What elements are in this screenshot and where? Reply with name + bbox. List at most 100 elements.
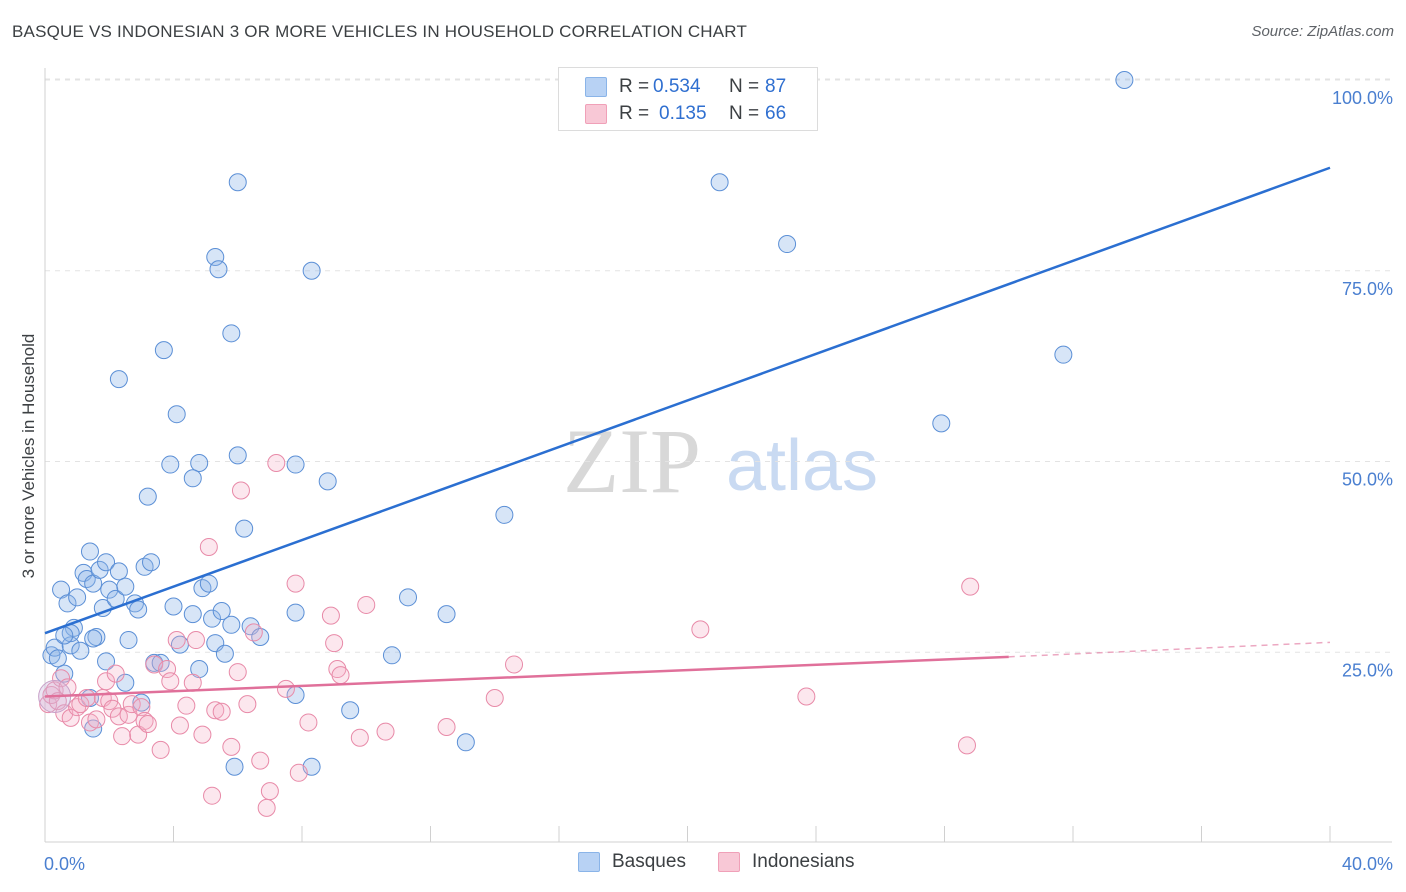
indonesians-point <box>187 632 204 649</box>
indonesians-point <box>268 455 285 472</box>
indonesians-point <box>194 726 211 743</box>
legend-item-indonesians[interactable]: Indonesians <box>718 851 854 873</box>
watermark-zip: ZIP <box>563 410 701 512</box>
y-tick-label: 25.0% <box>1342 660 1393 680</box>
basques-point <box>933 415 950 432</box>
legend-n-label: N = <box>729 103 765 125</box>
legend-label-indonesians: Indonesians <box>752 851 854 873</box>
basques-point <box>223 325 240 342</box>
indonesians-point <box>258 799 275 816</box>
basques-point <box>438 606 455 623</box>
indonesians-point <box>107 665 124 682</box>
basques-point <box>457 734 474 751</box>
indonesians-point <box>692 621 709 638</box>
series-legend: Basques Indonesians <box>0 851 1406 877</box>
basques-point <box>117 578 134 595</box>
indonesians-point <box>152 741 169 758</box>
indonesians-point <box>213 703 230 720</box>
legend-item-basques[interactable]: Basques <box>578 851 686 873</box>
indonesians-point <box>358 596 375 613</box>
stats-legend: R = 0.534 N = 87 R = 0.135 N = 66 <box>558 67 818 131</box>
indonesians-point <box>958 737 975 754</box>
gridlines <box>45 79 1392 652</box>
basques-point <box>130 601 147 618</box>
indonesians-point <box>139 715 156 732</box>
indonesians-point <box>232 482 249 499</box>
basques-point <box>69 589 86 606</box>
basques-point <box>229 174 246 191</box>
basques-point <box>342 702 359 719</box>
basques-point <box>72 642 89 659</box>
indonesians-point <box>351 729 368 746</box>
basques-point <box>226 758 243 775</box>
basques-point <box>184 470 201 487</box>
indonesians-point <box>78 690 95 707</box>
basques-point <box>191 455 208 472</box>
basques-point <box>223 616 240 633</box>
indonesians-point <box>252 752 269 769</box>
indonesians-point <box>290 764 307 781</box>
indonesians-trend-extension <box>1009 642 1330 656</box>
basques-point <box>216 645 233 662</box>
basques-point <box>162 456 179 473</box>
basques-point <box>496 506 513 523</box>
basques-point <box>319 473 336 490</box>
indonesians-point <box>184 674 201 691</box>
basques-point <box>287 604 304 621</box>
basques-point <box>287 456 304 473</box>
indonesians-point <box>322 607 339 624</box>
legend-swatch-basques <box>578 852 600 872</box>
basques-point <box>236 520 253 537</box>
basques-point <box>110 371 127 388</box>
basques-point <box>200 575 217 592</box>
legend-n-label: N = <box>729 76 765 98</box>
basques-point <box>120 632 137 649</box>
y-tick-label: 100.0% <box>1332 88 1393 108</box>
y-tick-label: 50.0% <box>1342 470 1393 490</box>
y-tick-label: 75.0% <box>1342 279 1393 299</box>
basques-point <box>711 174 728 191</box>
basques-point <box>110 563 127 580</box>
legend-row-indonesians: R = 0.135 N = 66 <box>585 101 786 127</box>
indonesians-point <box>377 723 394 740</box>
basques-point <box>168 406 185 423</box>
indonesians-point <box>261 783 278 800</box>
basques-point <box>49 650 66 667</box>
legend-r-value: 0.135 <box>653 103 723 125</box>
legend-swatch-basques <box>585 77 607 97</box>
indonesians-point <box>245 624 262 641</box>
basques-point <box>1055 346 1072 363</box>
indonesians-point <box>506 656 523 673</box>
indonesians-point <box>287 575 304 592</box>
indonesians-point <box>798 688 815 705</box>
basques-point <box>779 236 796 253</box>
legend-n-value: 66 <box>765 103 786 125</box>
indonesians-point <box>114 728 131 745</box>
legend-swatch-indonesians <box>718 852 740 872</box>
indonesians-point <box>200 538 217 555</box>
basques-point <box>155 342 172 359</box>
legend-n-value: 87 <box>765 76 786 98</box>
legend-r-label: R = <box>619 76 653 98</box>
basques-point <box>139 488 156 505</box>
indonesians-point <box>962 578 979 595</box>
indonesians-point <box>171 717 188 734</box>
indonesians-point <box>229 664 246 681</box>
indonesians-point <box>223 738 240 755</box>
indonesians-point <box>178 697 195 714</box>
indonesians-point <box>438 719 455 736</box>
basques-point <box>1116 72 1133 89</box>
basques-point <box>143 554 160 571</box>
indonesians-point <box>300 714 317 731</box>
indonesians-point <box>326 635 343 652</box>
indonesians-point <box>239 696 256 713</box>
basques-point <box>383 647 400 664</box>
indonesians-point <box>277 680 294 697</box>
basques-trend-line <box>45 168 1330 633</box>
indonesians-point <box>88 711 105 728</box>
basques-point <box>303 262 320 279</box>
basques-point <box>400 589 417 606</box>
basques-point <box>85 630 102 647</box>
basques-point <box>210 261 227 278</box>
legend-r-value: 0.534 <box>653 76 723 98</box>
